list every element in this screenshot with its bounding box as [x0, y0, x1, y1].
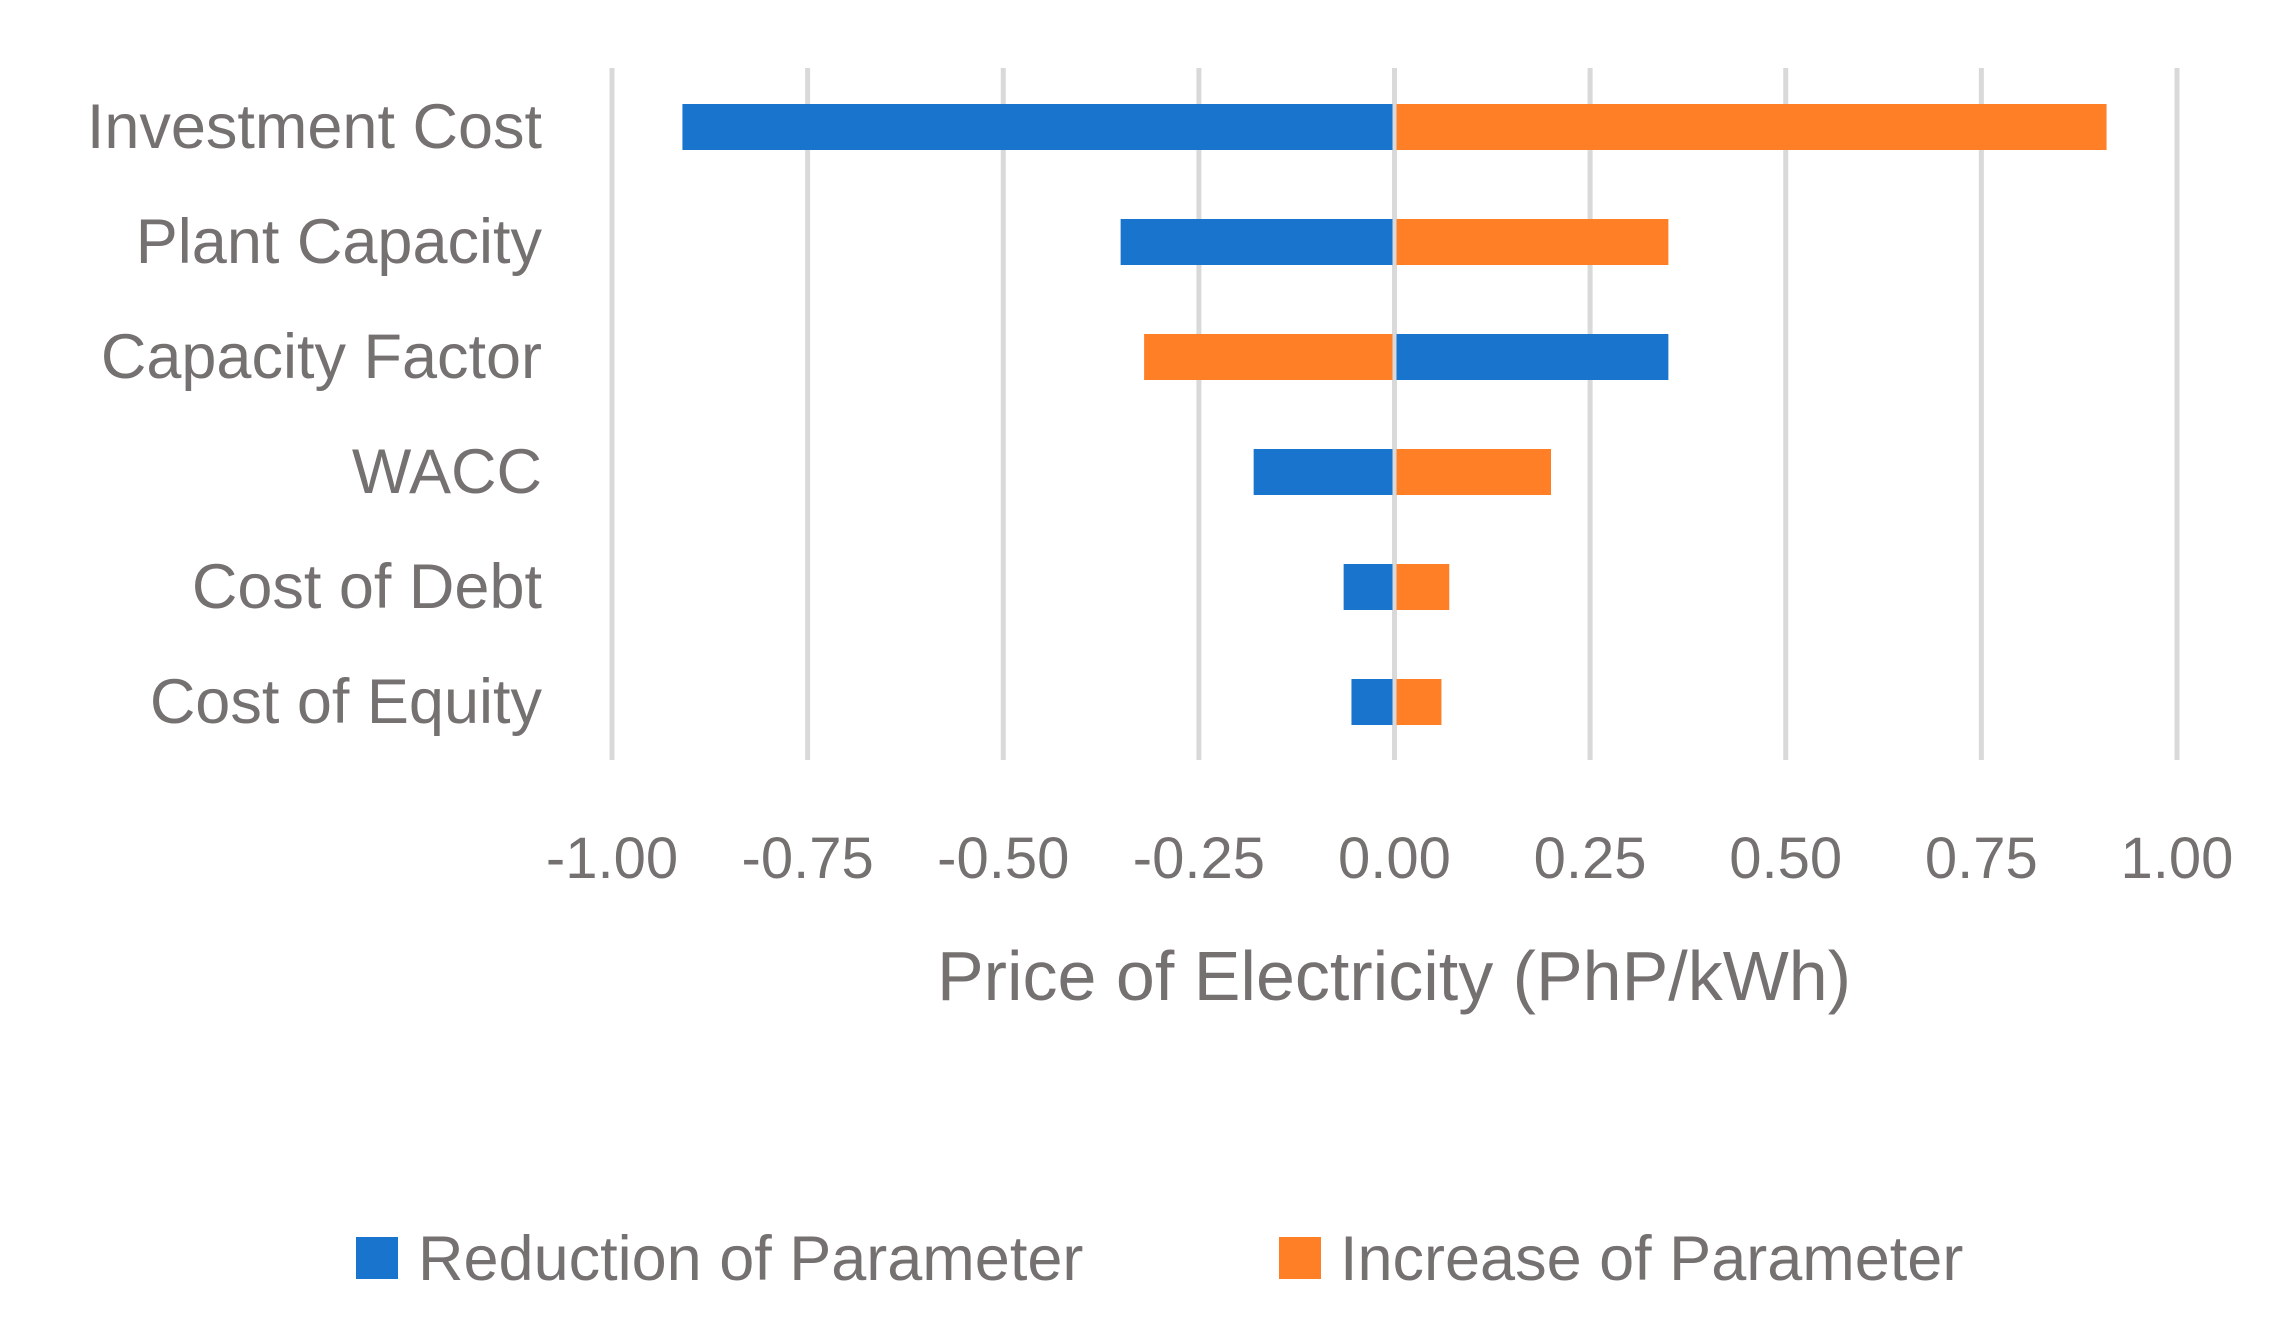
x-tick-label: 0.50 — [1729, 826, 1842, 891]
category-label: Capacity Factor — [101, 322, 542, 392]
bar-reduction-investment-cost — [682, 104, 1393, 150]
category-label: WACC — [352, 437, 542, 507]
legend: Reduction of Parameter Increase of Param… — [356, 1224, 1963, 1294]
bar-increase-plant-capacity — [1396, 219, 1669, 265]
x-tick-label: -1.00 — [546, 826, 678, 891]
bar-increase-wacc — [1396, 449, 1551, 495]
category-labels: Investment Cost Plant Capacity Capacity Fa… — [87, 92, 543, 737]
legend-swatch-increase — [1279, 1237, 1321, 1279]
legend-label-reduction: Reduction of Parameter — [418, 1224, 1083, 1294]
gridlines — [609, 68, 2180, 760]
legend-swatch-reduction — [356, 1237, 398, 1279]
bar-increase-investment-cost — [1396, 104, 2107, 150]
x-tick-label: 0.25 — [1534, 826, 1647, 891]
legend-label-increase: Increase of Parameter — [1340, 1224, 1963, 1294]
bars — [682, 104, 2107, 725]
category-label: Investment Cost — [87, 92, 543, 162]
bar-increase-capacity-factor — [1144, 334, 1393, 380]
x-tick-label: 0.00 — [1338, 826, 1451, 891]
x-axis-title: Price of Electricity (PhP/kWh) — [937, 937, 1851, 1015]
bar-reduction-cost-of-equity — [1351, 679, 1393, 725]
x-tick-label: 0.75 — [1925, 826, 2038, 891]
bar-increase-cost-of-equity — [1396, 679, 1442, 725]
category-label: Cost of Debt — [192, 552, 543, 622]
bar-reduction-cost-of-debt — [1343, 564, 1393, 610]
bar-reduction-capacity-factor — [1396, 334, 1669, 380]
category-label: Cost of Equity — [150, 667, 543, 737]
x-tick-label: -0.25 — [1133, 826, 1265, 891]
bar-reduction-wacc — [1253, 449, 1393, 495]
bar-reduction-plant-capacity — [1120, 219, 1393, 265]
x-tick-label: -0.75 — [742, 826, 874, 891]
x-tick-label: -0.50 — [937, 826, 1069, 891]
x-tick-labels: -1.00 -0.75 -0.50 -0.25 0.00 0.25 0.50 0.75 1.00 — [546, 826, 2234, 891]
x-tick-label: 1.00 — [2121, 826, 2234, 891]
bar-increase-cost-of-debt — [1396, 564, 1450, 610]
category-label: Plant Capacity — [136, 207, 543, 277]
